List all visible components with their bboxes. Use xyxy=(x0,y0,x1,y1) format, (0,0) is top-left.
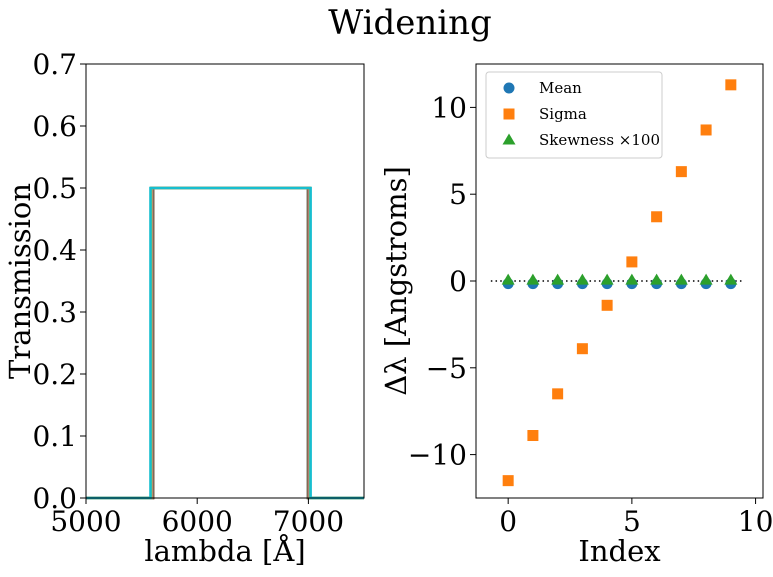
delta-lambda-y-tick-label-2: 0 xyxy=(449,265,467,298)
square-point-0 xyxy=(502,475,514,487)
transmission-y-tick-label-5: 0.5 xyxy=(32,172,77,205)
transmission-y-tick-label-0: 0.0 xyxy=(32,482,77,515)
transmission-curve-8 xyxy=(86,186,364,500)
transmission-curve-5 xyxy=(86,186,364,500)
transmission-y-tick-label-2: 0.2 xyxy=(32,358,77,391)
transmission-y-axis-label: Transmission xyxy=(3,183,37,379)
transmission-x-tick-label-2: 7000 xyxy=(273,505,344,538)
square-point-2 xyxy=(552,388,564,400)
transmission-curve-4 xyxy=(86,186,364,500)
square-point-4 xyxy=(601,299,613,311)
square-point-6 xyxy=(651,211,663,223)
triangle-point-2 xyxy=(551,273,565,285)
triangle-point-5 xyxy=(625,273,639,285)
transmission-curve-2 xyxy=(86,186,364,500)
transmission-curve-3 xyxy=(86,186,364,500)
square-point-5 xyxy=(626,256,638,268)
transmission-plot-frame xyxy=(85,63,365,499)
triangle-point-9 xyxy=(724,273,738,285)
delta-lambda-y-tick-label-4: 10 xyxy=(431,91,467,124)
legend-circle-icon xyxy=(503,82,515,94)
square-point-7 xyxy=(675,166,687,178)
square-point-3 xyxy=(576,343,588,355)
transmission-curve-7 xyxy=(86,186,364,500)
legend-label-2: Skewness ×100 xyxy=(539,131,660,149)
delta-lambda-x-tick-label-1: 5 xyxy=(623,505,641,538)
triangle-point-7 xyxy=(674,273,688,285)
delta-lambda-x-axis-label: Index xyxy=(578,534,660,568)
legend-triangle-icon xyxy=(502,133,516,145)
delta-lambda-y-tick-label-0: −10 xyxy=(408,439,467,472)
triangle-point-8 xyxy=(699,273,713,285)
legend: Mean Sigma Skewness ×100 xyxy=(485,71,663,159)
transmission-y-tick-label-3: 0.3 xyxy=(32,296,77,329)
legend-box xyxy=(485,71,663,159)
delta-lambda-y-tick-label-1: −5 xyxy=(426,352,467,385)
transmission-y-tick-label-4: 0.4 xyxy=(32,234,77,267)
transmission-panel: 5000 6000 7000 0.0 0.1 0.2 0.3 0.4 0.5 0.6 0.7 lam… xyxy=(3,48,365,568)
legend-label-0: Mean xyxy=(539,79,582,97)
transmission-x-tick-label-1: 6000 xyxy=(162,505,233,538)
legend-square-icon xyxy=(503,108,515,120)
triangle-point-3 xyxy=(575,273,589,285)
transmission-y-tick-label-6: 0.6 xyxy=(32,110,77,143)
transmission-curve-0 xyxy=(86,186,364,500)
triangle-point-6 xyxy=(650,273,664,285)
triangle-point-0 xyxy=(501,273,515,285)
delta-lambda-panel: 0 5 10 −10 −5 0 5 10 Index Δλ [Angstroms] Mean S… xyxy=(379,63,773,568)
series-square xyxy=(502,79,737,487)
transmission-x-axis-label: lambda [Å] xyxy=(144,533,305,568)
series-triangle xyxy=(501,273,738,285)
triangle-point-4 xyxy=(600,273,614,285)
delta-lambda-points xyxy=(501,79,738,487)
delta-lambda-x-tick-label-0: 0 xyxy=(499,505,517,538)
transmission-curve-9 xyxy=(86,186,364,500)
delta-lambda-y-tick-label-3: 5 xyxy=(449,178,467,211)
transmission-x-tick-label-0: 5000 xyxy=(50,505,121,538)
transmission-curve-6 xyxy=(86,186,364,500)
square-point-8 xyxy=(700,124,712,136)
legend-label-1: Sigma xyxy=(539,105,587,123)
delta-lambda-plot-frame xyxy=(475,63,764,499)
transmission-y-tick-label-7: 0.7 xyxy=(32,48,77,81)
delta-lambda-y-axis-label: Δλ [Angstroms] xyxy=(379,166,413,396)
delta-lambda-x-tick-label-2: 10 xyxy=(738,505,773,538)
square-point-1 xyxy=(527,430,539,442)
delta-lambda-ticks: 0 5 10 −10 −5 0 5 10 xyxy=(408,91,773,538)
figure-title: Widening xyxy=(328,3,492,43)
triangle-point-1 xyxy=(526,273,540,285)
transmission-ticks: 5000 6000 7000 0.0 0.1 0.2 0.3 0.4 0.5 0.6 0.7 xyxy=(32,48,344,538)
transmission-y-tick-label-1: 0.1 xyxy=(32,420,77,453)
transmission-curve-1 xyxy=(86,186,364,500)
square-point-9 xyxy=(725,79,737,91)
transmission-curves xyxy=(86,186,364,500)
